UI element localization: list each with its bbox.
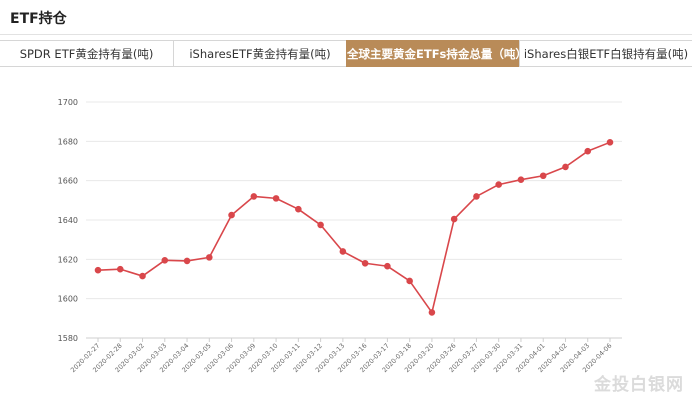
- tab-bar: SPDR ETF黄金持有量(吨) iSharesETF黄金持有量(吨) 全球主要…: [0, 40, 692, 67]
- data-point[interactable]: [562, 163, 569, 171]
- data-point[interactable]: [517, 176, 525, 183]
- data-point[interactable]: [295, 205, 302, 213]
- data-point[interactable]: [584, 147, 592, 155]
- data-point[interactable]: [339, 248, 347, 255]
- tab-global-gold-etfs[interactable]: 全球主要黄金ETFs持金总量（吨）: [346, 40, 519, 67]
- y-tick-label: 1660: [58, 177, 78, 186]
- data-point[interactable]: [606, 139, 614, 146]
- data-point[interactable]: [495, 181, 502, 188]
- data-point[interactable]: [428, 309, 436, 316]
- data-point[interactable]: [539, 172, 547, 180]
- data-point[interactable]: [317, 221, 324, 229]
- line-chart: 1580 1600 1620 1640 1660 1680 1700 2020-02-272…: [58, 98, 622, 374]
- data-point[interactable]: [361, 259, 369, 267]
- data-point[interactable]: [450, 215, 458, 223]
- y-tick-label: 1680: [58, 137, 78, 146]
- data-point[interactable]: [228, 211, 235, 219]
- data-point[interactable]: [183, 257, 191, 265]
- data-point[interactable]: [272, 195, 280, 202]
- x-axis: 2020-02-272020-02-282020-03-022020-03-03…: [69, 337, 622, 374]
- data-point[interactable]: [139, 272, 146, 280]
- y-tick-label: 1620: [58, 255, 78, 264]
- y-tick-label: 1580: [58, 334, 78, 343]
- y-tick-label: 1700: [58, 98, 78, 107]
- data-point[interactable]: [206, 254, 213, 261]
- series-line-path: [97, 141, 611, 314]
- tab-ishares-gold[interactable]: iSharesETF黄金持有量(吨): [173, 40, 346, 67]
- tab-spdr-gold[interactable]: SPDR ETF黄金持有量(吨): [0, 40, 173, 67]
- data-point[interactable]: [473, 193, 480, 200]
- data-point[interactable]: [250, 193, 258, 200]
- data-point[interactable]: [116, 265, 124, 273]
- series-line: [97, 141, 611, 314]
- y-tick-label: 1640: [58, 216, 78, 225]
- data-point[interactable]: [161, 257, 169, 264]
- y-axis: 1580 1600 1620 1640 1660 1680 1700: [58, 98, 78, 343]
- title-divider: [0, 34, 692, 35]
- y-tick-label: 1600: [58, 295, 78, 304]
- section-title: ETF持仓: [10, 11, 67, 27]
- data-points: [94, 139, 614, 316]
- data-point[interactable]: [384, 262, 391, 270]
- data-point[interactable]: [406, 277, 413, 285]
- data-point[interactable]: [94, 266, 102, 274]
- watermark: 金投白银网: [594, 375, 684, 395]
- tab-ishares-silver[interactable]: iShares白银ETF白银持有量(吨): [519, 40, 692, 67]
- grid-lines: [86, 101, 622, 339]
